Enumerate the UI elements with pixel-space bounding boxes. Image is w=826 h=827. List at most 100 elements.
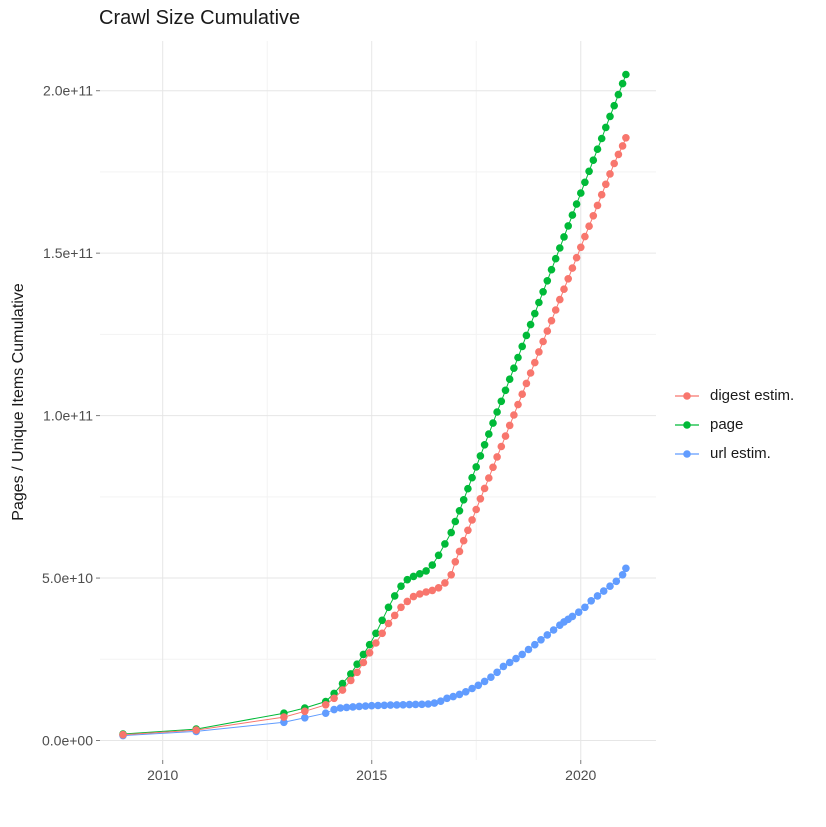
data-point (543, 631, 552, 639)
legend-item-digest-estim: digest estim. (674, 381, 794, 410)
legend-label: page (710, 416, 744, 433)
data-point (497, 442, 506, 451)
data-point (462, 688, 470, 696)
data-point (547, 316, 556, 325)
data-point (372, 629, 380, 638)
data-point (499, 662, 508, 671)
data-point (493, 408, 501, 416)
data-point (572, 200, 581, 208)
data-point (581, 603, 589, 612)
data-point (593, 201, 602, 210)
data-point (581, 178, 589, 187)
data-point (474, 681, 483, 690)
data-point (622, 564, 630, 573)
data-point (602, 123, 610, 132)
data-point (526, 369, 535, 377)
data-point (365, 640, 374, 649)
data-point (455, 547, 464, 556)
data-point (397, 603, 405, 612)
data-point (522, 379, 531, 388)
data-point (585, 167, 593, 176)
legend-key-icon (675, 391, 699, 400)
data-point (338, 686, 347, 694)
data-point (476, 495, 485, 503)
data-point (301, 714, 309, 722)
data-point (280, 718, 288, 727)
data-point (359, 650, 368, 659)
data-point (476, 452, 485, 460)
data-point (551, 254, 560, 263)
data-point (422, 567, 430, 575)
data-point (568, 211, 577, 219)
data-point (338, 679, 347, 688)
data-point (551, 306, 560, 314)
data-point (531, 640, 539, 649)
data-point (447, 528, 456, 537)
y-tick-label: 5.0e+10 (42, 570, 93, 586)
data-point (535, 348, 543, 356)
data-point (593, 145, 602, 153)
x-tick-label: 2020 (565, 767, 596, 783)
data-point (505, 658, 514, 667)
data-point (280, 713, 288, 721)
data-point (568, 612, 577, 621)
data-point (464, 484, 472, 493)
data-point (531, 358, 539, 367)
y-tick-label: 1.0e+11 (43, 408, 93, 424)
data-point (472, 505, 481, 514)
data-point (560, 233, 568, 241)
data-point (384, 603, 393, 612)
x-tick-label: 2015 (356, 767, 387, 783)
data-point (384, 619, 393, 628)
data-point (464, 526, 472, 535)
data-point (543, 277, 552, 285)
data-point (342, 703, 351, 712)
data-point (581, 232, 589, 241)
data-point (599, 587, 608, 595)
data-point (393, 701, 401, 709)
data-point (577, 189, 585, 197)
y-tick-label: 1.5e+11 (43, 245, 93, 261)
data-point (556, 295, 564, 304)
data-point (614, 150, 623, 159)
data-point (119, 730, 127, 739)
y-axis-title: Pages / Unique Items Cumulative (10, 283, 27, 521)
data-point (409, 592, 418, 601)
data-point (564, 222, 572, 230)
data-point (585, 222, 593, 230)
data-point (347, 670, 355, 678)
y-tick-label: 0.0e+00 (42, 733, 93, 749)
series-line (122, 568, 627, 737)
data-point (409, 572, 418, 581)
data-point (449, 692, 458, 701)
data-point (531, 309, 539, 318)
x-tick-label: 2010 (147, 767, 178, 783)
legend-label: url estim. (710, 445, 771, 462)
data-point (610, 101, 618, 110)
data-point (403, 597, 412, 606)
data-point (597, 190, 606, 199)
legend-key-icon (675, 420, 699, 429)
series-page (119, 70, 630, 738)
data-point (301, 707, 309, 716)
data-point (434, 551, 443, 560)
data-point (330, 694, 338, 703)
legend-item-url-estim: url estim. (674, 439, 794, 468)
data-point (422, 588, 430, 596)
data-point (428, 561, 437, 569)
data-point (589, 156, 598, 164)
data-point (386, 701, 395, 709)
data-point (618, 571, 627, 579)
data-point (418, 700, 426, 709)
data-point (518, 650, 526, 659)
chart-title: Crawl Size Cumulative (99, 7, 301, 29)
data-point (485, 430, 493, 438)
data-point (399, 701, 407, 709)
data-point (459, 536, 468, 545)
data-point (430, 699, 439, 707)
data-point (192, 726, 200, 734)
data-point (505, 421, 514, 430)
data-point (480, 484, 489, 493)
data-point (378, 629, 387, 638)
